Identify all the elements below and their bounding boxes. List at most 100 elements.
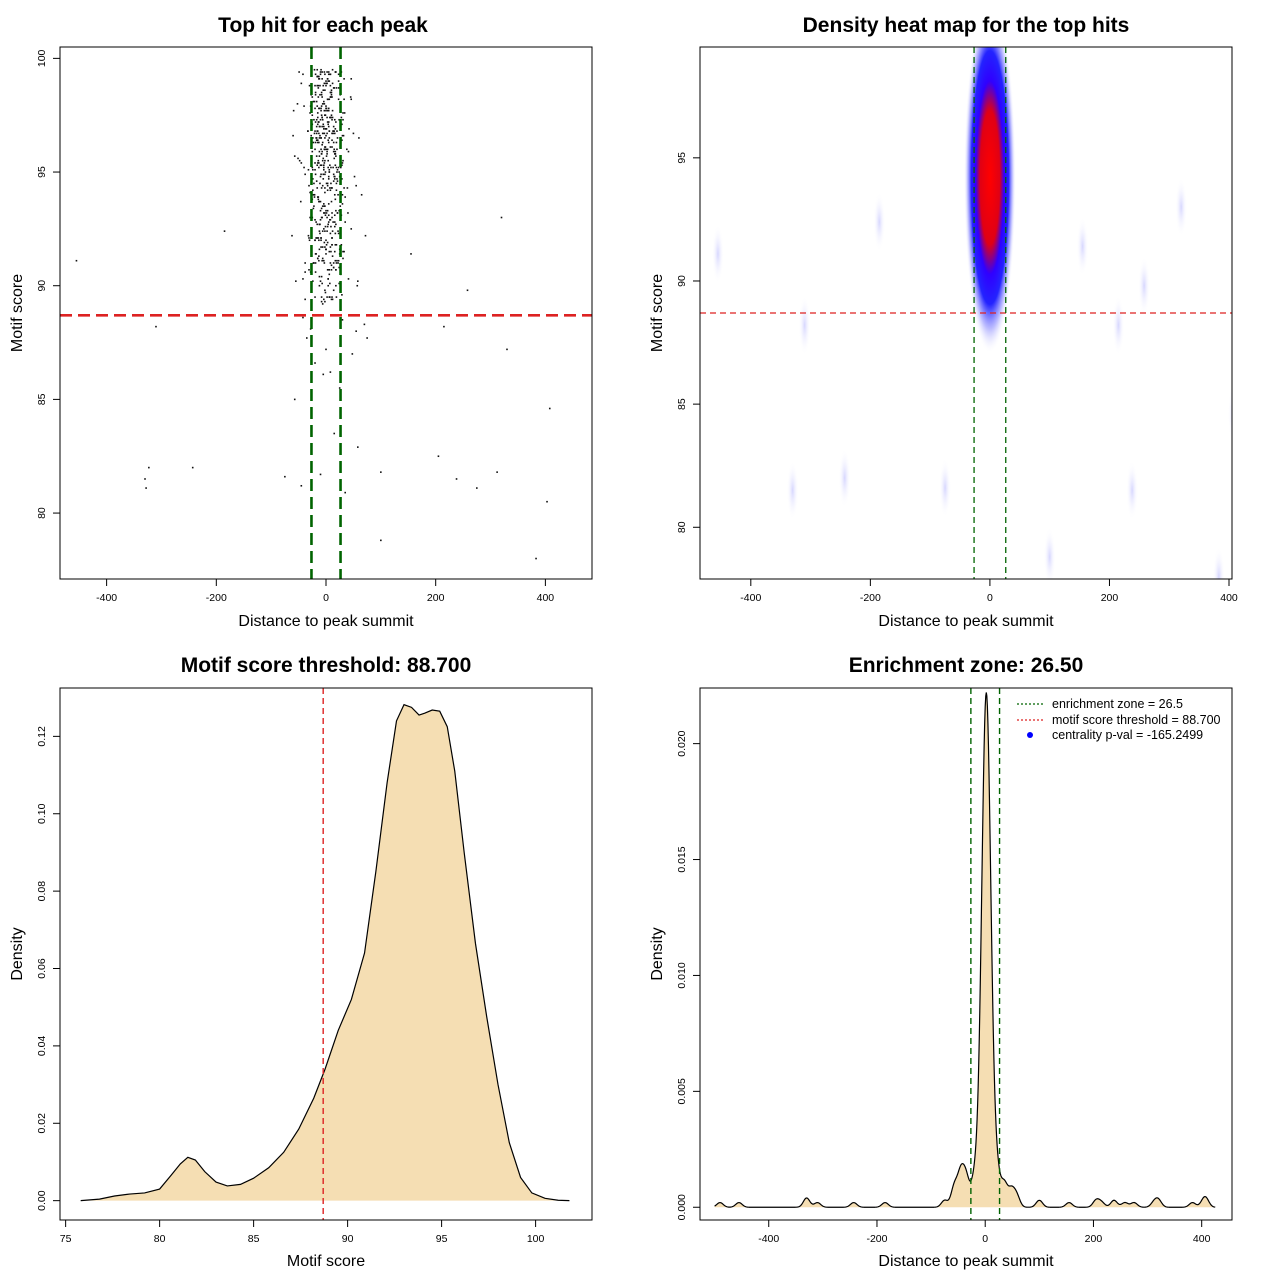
data-point	[191, 466, 194, 469]
data-point	[293, 155, 296, 157]
data-point	[326, 82, 328, 85]
data-point	[323, 71, 326, 73]
data-point	[319, 84, 321, 87]
data-point	[326, 121, 329, 123]
data-point	[324, 148, 326, 151]
data-point	[318, 155, 321, 157]
data-point	[300, 162, 303, 164]
data-point	[341, 319, 344, 321]
data-point	[304, 298, 306, 301]
data-point	[322, 89, 325, 91]
data-point	[443, 325, 445, 328]
data-point	[304, 173, 306, 176]
data-point	[312, 168, 314, 171]
data-point	[334, 71, 337, 73]
data-point	[331, 237, 333, 239]
data-point	[300, 82, 303, 85]
data-point	[313, 193, 316, 196]
data-point	[342, 250, 344, 253]
legend-label: enrichment zone = 26.5	[1052, 697, 1183, 711]
data-point	[332, 289, 335, 292]
data-point	[308, 237, 310, 239]
data-point	[336, 180, 339, 182]
data-point	[326, 269, 329, 271]
data-point	[330, 182, 332, 185]
data-point	[341, 178, 343, 180]
data-point	[312, 193, 315, 196]
data-point	[331, 118, 333, 121]
data-point	[325, 105, 327, 107]
data-point	[318, 162, 320, 164]
data-point	[342, 112, 344, 114]
x-axis-label: Distance to peak summit	[238, 613, 414, 630]
data-point	[331, 243, 333, 246]
data-point	[332, 130, 334, 132]
data-point	[326, 296, 328, 298]
data-point	[330, 225, 332, 228]
data-point	[315, 137, 317, 139]
data-point	[466, 289, 469, 292]
data-point	[323, 166, 325, 169]
data-point	[327, 123, 329, 126]
data-point	[312, 280, 314, 282]
data-point	[358, 137, 360, 139]
data-point	[337, 230, 339, 232]
y-tick-label: 90	[36, 280, 48, 292]
x-tick-label: 0	[982, 1233, 988, 1245]
x-tick-label: -400	[740, 592, 761, 604]
data-point	[328, 80, 331, 82]
data-point	[340, 116, 343, 119]
data-point	[314, 141, 317, 144]
data-point	[363, 323, 366, 326]
data-point	[323, 164, 325, 167]
x-tick-label: -200	[860, 592, 881, 604]
x-tick-label: 100	[527, 1233, 545, 1245]
data-point	[327, 159, 329, 162]
data-point	[326, 230, 328, 232]
data-point	[331, 298, 334, 301]
data-point	[324, 291, 327, 294]
data-point	[303, 166, 305, 169]
data-point	[316, 116, 319, 119]
data-point	[329, 371, 332, 373]
density-spot	[1175, 177, 1188, 238]
data-point	[314, 218, 316, 221]
data-point	[300, 484, 303, 487]
data-point	[326, 116, 328, 119]
data-point	[327, 109, 330, 112]
data-point	[306, 337, 308, 339]
data-point	[321, 159, 324, 162]
data-point	[349, 96, 352, 98]
data-point	[335, 223, 337, 226]
data-point	[324, 114, 326, 117]
data-point	[323, 128, 325, 130]
plot-frame	[699, 687, 1233, 1221]
data-point	[380, 471, 382, 473]
data-point	[343, 98, 345, 101]
data-point	[318, 107, 321, 110]
heatmap-panel: Density heat map for the top hits Distan…	[649, 14, 1238, 630]
data-point	[318, 200, 321, 203]
data-point	[337, 73, 340, 76]
density-spot	[1227, 385, 1232, 443]
data-point	[321, 125, 323, 128]
data-point	[326, 109, 329, 112]
density-spot	[838, 448, 851, 509]
data-point	[535, 557, 537, 560]
data-point	[326, 241, 329, 244]
data-point	[324, 214, 327, 217]
data-point	[329, 218, 332, 221]
data-point	[335, 166, 338, 169]
data-point	[328, 269, 331, 271]
data-point	[319, 71, 322, 73]
density-area	[714, 692, 1216, 1208]
data-point	[332, 87, 335, 89]
data-point	[330, 89, 333, 91]
data-point	[339, 205, 342, 207]
legend-label: motif score threshold = 88.700	[1052, 713, 1221, 727]
data-point	[310, 134, 312, 137]
data-point	[320, 300, 323, 303]
y-tick-label: 80	[676, 521, 688, 533]
data-point	[336, 137, 339, 139]
data-point	[315, 221, 317, 223]
